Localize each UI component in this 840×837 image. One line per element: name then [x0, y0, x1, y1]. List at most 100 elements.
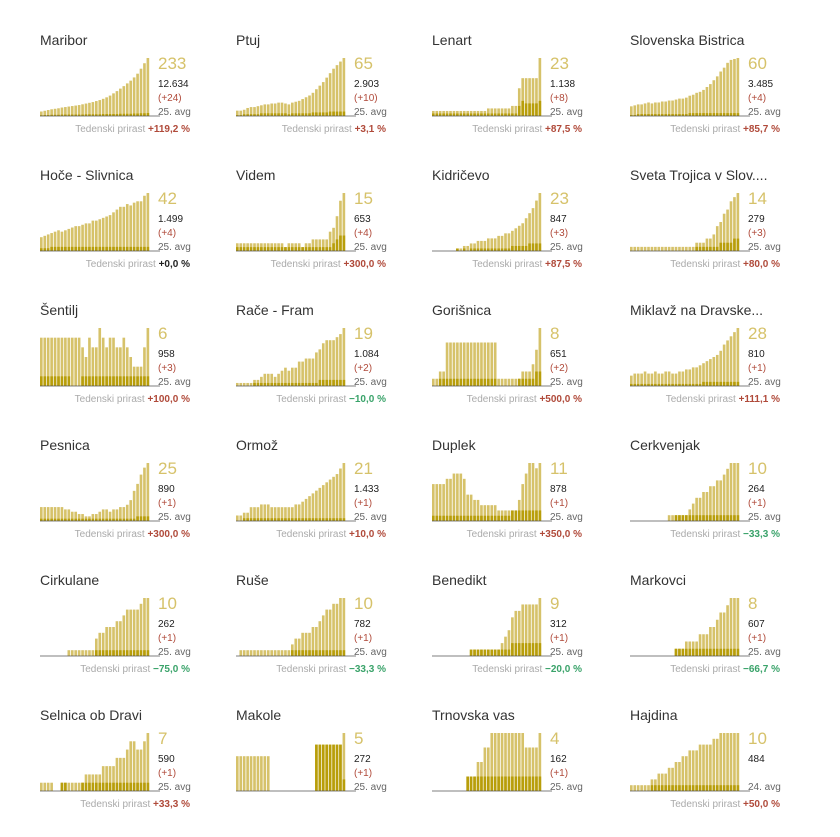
chart-bar: [726, 605, 729, 656]
chart-bar: [647, 785, 650, 791]
municipality-card: Maribor 233 12.634 (+24) 25. avg Tedenski pri…: [40, 32, 230, 162]
chart-bar-daily: [129, 113, 133, 116]
chart-bar-daily: [266, 247, 270, 251]
chart-bar-daily: [531, 643, 535, 656]
chart-bar: [691, 367, 695, 386]
chart-bar: [633, 246, 637, 251]
municipality-card: Kidričevo 23 847 (+3) 25. avg Tedenski priras…: [432, 167, 622, 297]
chart-bar: [242, 650, 246, 656]
chart-bar-daily: [112, 114, 115, 116]
chart-bar: [256, 507, 260, 521]
chart-bar-daily: [500, 649, 504, 656]
chart-bar: [132, 77, 136, 116]
date-label: 25. avg: [748, 107, 781, 118]
growth-label: Tedenski prirast: [270, 259, 341, 270]
chart-bar: [691, 503, 695, 521]
chart-bar: [504, 510, 507, 521]
chart-bar: [95, 220, 98, 251]
chart-bar-daily: [490, 113, 494, 116]
chart-bar-daily: [122, 518, 126, 521]
chart-bar: [511, 733, 514, 791]
chart-bar: [287, 370, 291, 386]
chart-bar-daily: [301, 518, 304, 521]
chart-bar-daily: [681, 515, 685, 521]
chart-bar: [688, 509, 692, 521]
latest-value: 5: [354, 729, 364, 748]
chart-bar-daily: [493, 515, 497, 521]
chart-bar: [84, 223, 88, 251]
municipality-card: Ruše 10 782 (+1) 25. avg Tedenski prirast −33…: [236, 572, 426, 702]
chart-bar-daily: [514, 245, 518, 251]
chart-bar: [125, 347, 129, 386]
chart-bar-daily: [445, 378, 449, 386]
chart-bar-daily: [511, 643, 514, 656]
chart-bar: [239, 515, 243, 521]
chart-bar-daily: [301, 382, 304, 386]
chart-bar-daily: [466, 515, 470, 521]
chart-bar-daily: [449, 113, 452, 116]
chart-bar: [681, 371, 685, 386]
chart-bar-daily: [284, 382, 287, 386]
chart-bar-daily: [77, 114, 81, 116]
bar-chart: [432, 733, 552, 792]
growth-value: +80,0 %: [743, 259, 780, 270]
chart-bar-daily: [504, 776, 507, 791]
chart-bar: [524, 604, 528, 656]
chart-bar: [698, 634, 702, 656]
chart-bar: [242, 382, 246, 386]
chart-bar-daily: [53, 518, 57, 521]
chart-bar-daily: [667, 785, 671, 791]
chart-bar-daily: [688, 113, 692, 116]
chart-bar-daily: [480, 248, 483, 251]
chart-bar-daily: [64, 376, 67, 386]
chart-bar-daily: [125, 518, 129, 521]
chart-bar-daily: [321, 379, 325, 386]
chart-bar-daily: [691, 785, 695, 791]
chart-bar-daily: [98, 782, 102, 791]
chart-bar: [321, 82, 325, 116]
chart-bar: [263, 104, 267, 116]
chart-bar: [81, 224, 84, 251]
chart-bar-daily: [342, 518, 346, 521]
date-label: 25. avg: [550, 242, 583, 253]
chart-bar-daily: [46, 248, 50, 251]
chart-bar: [633, 785, 637, 791]
chart-bar: [108, 511, 112, 521]
chart-bar-daily: [702, 515, 705, 521]
chart-bar: [294, 638, 298, 656]
chart-bar-daily: [129, 650, 133, 656]
growth-label: Tedenski prirast: [472, 259, 543, 270]
chart-bar: [466, 110, 470, 116]
chart-bar-daily: [733, 381, 736, 386]
date-label: 25. avg: [158, 107, 191, 118]
chart-bar-daily: [342, 379, 346, 386]
chart-bar-daily: [507, 113, 511, 116]
municipality-card: Duplek 11 878 (+1) 25. avg Tedenski prirast +…: [432, 437, 622, 567]
chart-bar: [146, 598, 150, 656]
chart-bar: [469, 494, 473, 521]
chart-bar: [715, 76, 719, 116]
chart-bar-daily: [95, 114, 98, 116]
chart-bar: [698, 365, 702, 386]
chart-bar: [633, 373, 637, 386]
chart-bar-daily: [528, 103, 531, 116]
latest-value: 21: [354, 459, 373, 478]
chart-bar: [70, 782, 74, 791]
chart-bar-daily: [246, 518, 249, 521]
chart-bar: [535, 468, 538, 521]
date-label: 25. avg: [748, 512, 781, 523]
growth-value: +100,0 %: [147, 394, 190, 405]
chart-bar-daily: [122, 650, 126, 656]
growth-value: +33,3 %: [153, 799, 190, 810]
latest-value: 10: [748, 729, 767, 748]
chart-bar-daily: [308, 247, 311, 251]
chart-bar: [77, 105, 81, 116]
chart-bar: [146, 733, 150, 791]
chart-bar: [435, 378, 439, 386]
chart-bar-daily: [435, 113, 439, 116]
chart-bar: [507, 733, 511, 791]
chart-bar-daily: [236, 247, 239, 251]
chart-bar: [660, 246, 664, 251]
chart-bar-daily: [476, 776, 480, 791]
bar-chart: [432, 193, 552, 252]
